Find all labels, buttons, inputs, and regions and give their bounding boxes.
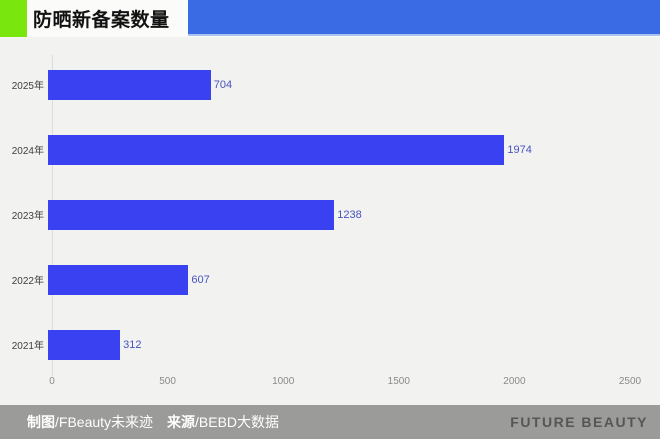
x-axis-ticks: 0 500 1000 1500 2000 2500 — [49, 375, 641, 389]
category-label: 2025年 — [11, 81, 44, 92]
bar — [48, 199, 335, 230]
category-label: 2023年 — [11, 211, 44, 222]
source-label: 来源 — [167, 414, 196, 430]
plot-area: 607 — [48, 264, 626, 295]
category-label: 2022年 — [11, 276, 44, 287]
category-label: 2024年 — [11, 146, 44, 157]
plot-area: 1974 — [48, 134, 626, 165]
bar-chart: 2025年 704 2024年 1974 2023年 1238 2022年 607 2021年 3… — [0, 52, 660, 378]
green-accent-block — [0, 0, 27, 37]
chart-row: 2022年 607 — [0, 247, 660, 312]
bar — [48, 329, 121, 360]
x-tick-label: 1000 — [272, 376, 295, 387]
plot-area: 1238 — [48, 199, 626, 230]
bar-value-label: 312 — [123, 338, 142, 351]
bar — [48, 134, 505, 165]
category-label: 2021年 — [11, 341, 44, 352]
bar-value-label: 704 — [213, 78, 233, 91]
plot-area: 312 — [48, 329, 626, 360]
bar-value-label: 1974 — [507, 143, 532, 156]
x-tick-label: 2500 — [618, 376, 642, 387]
x-tick-label: 2000 — [503, 376, 526, 387]
bar-value-label: 607 — [191, 273, 210, 286]
page-title: 防晒新备案数量 — [33, 10, 170, 31]
chart-row: 2025年 704 — [0, 52, 660, 117]
header: 防晒新备案数量 — [0, 0, 660, 37]
credit-value: /FBeauty未来迹 — [55, 414, 154, 430]
chart-row: 2023年 1238 — [0, 182, 660, 247]
bar — [48, 69, 211, 100]
chart-row: 2021年 312 — [0, 312, 660, 377]
x-tick-label: 1500 — [387, 376, 410, 387]
credit-label: 制图 — [27, 414, 55, 430]
footer-credits: 制图/FBeauty未来迹 来源/BEBD大数据 — [27, 412, 279, 432]
blue-accent-bar — [188, 0, 660, 36]
chart-row: 2024年 1974 — [0, 117, 660, 182]
bar — [48, 264, 189, 295]
plot-area: 704 — [48, 69, 626, 100]
bar-rows: 2025年 704 2024年 1974 2023年 1238 2022年 607 2021年 3… — [0, 52, 660, 377]
x-tick-label: 0 — [49, 376, 55, 387]
bar-value-label: 1238 — [337, 208, 362, 221]
x-tick-label: 500 — [159, 376, 176, 387]
brand-logo-text: FUTURE BEAUTY — [510, 414, 648, 430]
footer: 制图/FBeauty未来迹 来源/BEBD大数据 FUTURE BEAUTY — [0, 405, 660, 439]
source-value: /BEBD大数据 — [195, 414, 280, 430]
